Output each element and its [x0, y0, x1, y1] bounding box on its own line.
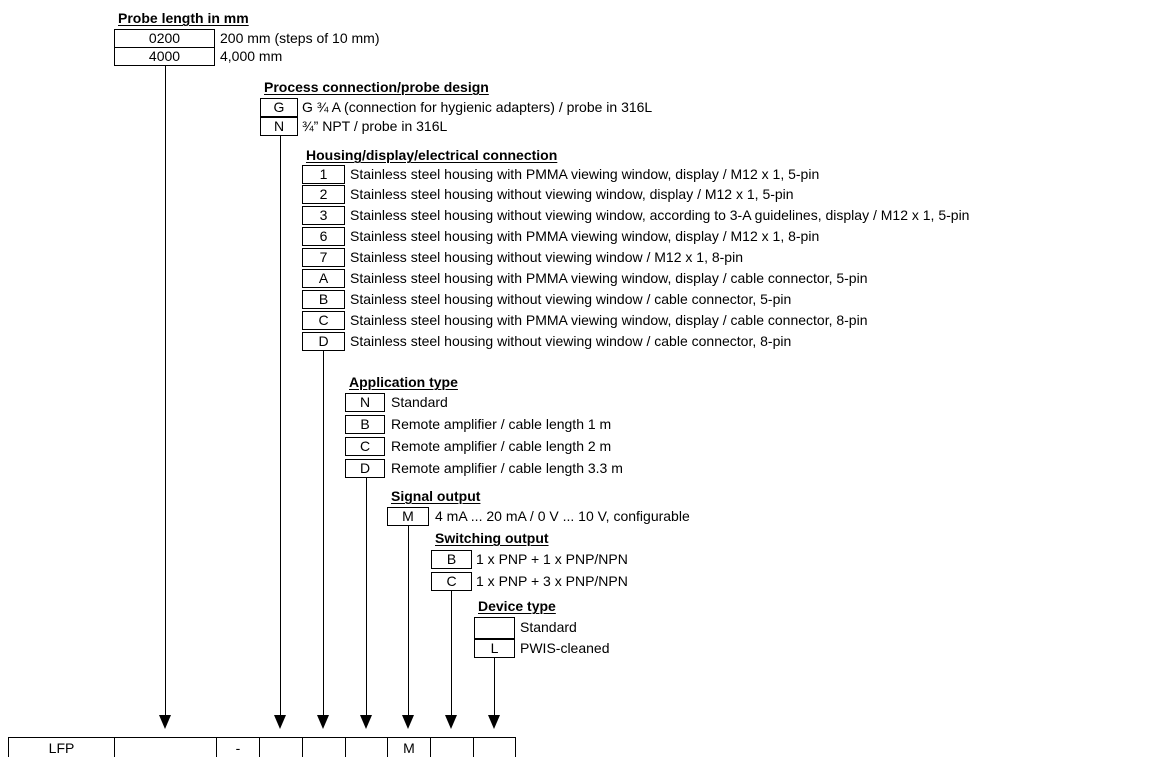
connector-line-signal-output: [408, 525, 409, 716]
type-code-cell-separator: -: [216, 737, 259, 757]
switching-output-desc-c: 1 x PNP + 3 x PNP/NPN: [476, 573, 628, 589]
application-type-desc-n: Standard: [391, 394, 448, 410]
application-type-desc-d: Remote amplifier / cable length 3.3 m: [391, 460, 623, 476]
process-connection-title: Process connection/probe design: [264, 79, 489, 95]
probe-length-code-4000: 4000: [114, 47, 215, 66]
type-code-cell-probe-length: [114, 737, 216, 757]
housing-desc-2: Stainless steel housing without viewing …: [350, 186, 794, 202]
housing-code-b: B: [302, 290, 345, 309]
housing-desc-c: Stainless steel housing with PMMA viewin…: [350, 312, 868, 328]
signal-output-title: Signal output: [391, 488, 481, 504]
housing-code-c: C: [302, 311, 345, 330]
probe-length-desc-4000: 4,000 mm: [220, 48, 283, 64]
application-type-code-b: B: [345, 415, 385, 434]
switching-output-title: Switching output: [435, 530, 549, 546]
device-type-code-l: L: [474, 639, 515, 658]
application-type-code-d: D: [345, 459, 385, 478]
connector-line-process-connection: [280, 135, 281, 716]
device-type-desc-standard: Standard: [520, 619, 577, 635]
type-code-cell-prefix: LFP: [8, 737, 114, 757]
housing-code-6: 6: [302, 227, 345, 246]
housing-code-3: 3: [302, 206, 345, 225]
device-type-code-standard: [474, 617, 515, 639]
type-code-cell-signal-output: M: [387, 737, 430, 757]
signal-output-desc-m: 4 mA ... 20 mA / 0 V ... 10 V, configura…: [435, 508, 690, 524]
application-type-desc-c: Remote amplifier / cable length 2 m: [391, 438, 612, 454]
housing-code-a: A: [302, 269, 345, 288]
process-connection-desc-g: G ¾ A (connection for hygienic adapters)…: [302, 99, 653, 115]
switching-output-desc-b: 1 x PNP + 1 x PNP/NPN: [476, 551, 628, 567]
housing-desc-6: Stainless steel housing with PMMA viewin…: [350, 228, 820, 244]
probe-length-desc-0200: 200 mm (steps of 10 mm): [220, 30, 380, 46]
housing-desc-3: Stainless steel housing without viewing …: [350, 207, 970, 223]
connector-line-housing: [323, 350, 324, 716]
housing-desc-b: Stainless steel housing without viewing …: [350, 291, 792, 307]
application-type-code-n: N: [345, 393, 385, 412]
housing-code-d: D: [302, 332, 345, 351]
application-type-code-c: C: [345, 437, 385, 456]
probe-length-title: Probe length in mm: [118, 10, 249, 26]
connector-line-device-type: [494, 658, 495, 716]
application-type-title: Application type: [349, 374, 458, 390]
arrow-down-icon: [159, 715, 171, 729]
arrow-down-icon: [360, 715, 372, 729]
type-code-cell-housing: [302, 737, 345, 757]
type-code-cell-device-type: [473, 737, 516, 757]
type-code-cell-application-type: [345, 737, 387, 757]
process-connection-desc-n: ¾” NPT / probe in 316L: [302, 118, 448, 134]
housing-desc-7: Stainless steel housing without viewing …: [350, 249, 743, 265]
signal-output-code-m: M: [387, 507, 429, 526]
probe-length-code-0200: 0200: [114, 29, 215, 48]
device-type-title: Device type: [478, 598, 556, 614]
housing-desc-a: Stainless steel housing with PMMA viewin…: [350, 270, 868, 286]
process-connection-code-n: N: [260, 117, 298, 136]
connector-line-application-type: [366, 477, 367, 716]
arrow-down-icon: [317, 715, 329, 729]
connector-line-probe-length: [165, 65, 166, 716]
arrow-down-icon: [445, 715, 457, 729]
housing-title: Housing/display/electrical connection: [306, 147, 558, 163]
arrow-down-icon: [402, 715, 414, 729]
switching-output-code-b: B: [431, 550, 472, 569]
arrow-down-icon: [274, 715, 286, 729]
switching-output-code-c: C: [431, 572, 472, 591]
process-connection-code-g: G: [260, 98, 298, 117]
type-code-cell-switching-output: [430, 737, 473, 757]
connector-line-switching-output: [451, 590, 452, 716]
housing-desc-d: Stainless steel housing without viewing …: [350, 333, 792, 349]
type-code-cell-process-connection: [259, 737, 302, 757]
arrow-down-icon: [488, 715, 500, 729]
application-type-desc-b: Remote amplifier / cable length 1 m: [391, 416, 612, 432]
housing-desc-1: Stainless steel housing with PMMA viewin…: [350, 166, 820, 182]
housing-code-7: 7: [302, 248, 345, 267]
housing-code-2: 2: [302, 185, 345, 204]
housing-code-1: 1: [302, 165, 345, 184]
device-type-desc-l: PWIS-cleaned: [520, 640, 610, 656]
